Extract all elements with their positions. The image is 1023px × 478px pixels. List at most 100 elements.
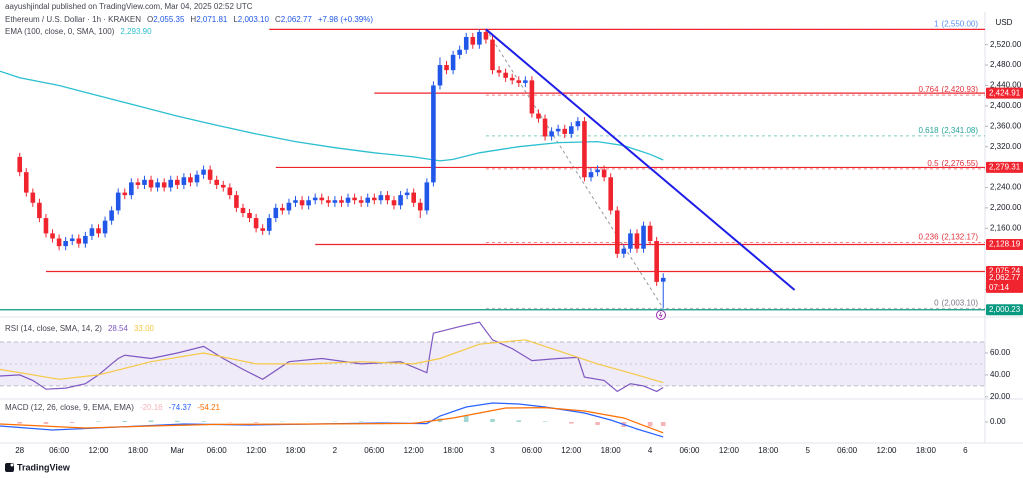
fib-label: 0.236 (2,132.17): [919, 233, 979, 242]
readout-key: H: [190, 15, 196, 24]
candle-body: [575, 121, 581, 127]
level-badge: [986, 239, 1023, 251]
histogram-bar: [69, 422, 75, 423]
candle-body: [470, 36, 476, 45]
candle-body: [89, 228, 95, 236]
x-tick-label: 18:00: [128, 446, 149, 455]
histogram-bar: [201, 421, 206, 422]
candle-body: [102, 220, 108, 234]
fib-label: 1 (2,550.00): [934, 19, 978, 28]
legend-value: 2,293.90: [120, 27, 152, 36]
y-tick-label: 2,360.00: [990, 121, 1022, 130]
candle-body: [496, 70, 502, 73]
candle-body: [621, 248, 627, 254]
legend-value: -74.37: [169, 403, 192, 412]
candle-body: [437, 65, 443, 86]
trend-line: [485, 28, 796, 291]
fib-label: 0.5 (2,276.55): [927, 159, 978, 168]
y-tick-label: 2,520.00: [990, 40, 1022, 49]
rsi-title: RSI (14, close, SMA, 14, 2) 28.54 33.00: [5, 324, 155, 333]
candle-body: [431, 85, 436, 183]
y-tick-label: 0.00: [990, 417, 1006, 426]
x-tick-label: 5: [805, 446, 810, 455]
candle-body: [385, 195, 390, 201]
candle-body: [523, 80, 528, 83]
candle-body: [614, 210, 620, 254]
x-tick-label: 18:00: [601, 446, 622, 455]
candle-body: [312, 197, 318, 201]
candle-body: [529, 80, 535, 114]
candle-body: [23, 172, 29, 193]
candle-body: [588, 172, 594, 178]
ema-line: [0, 70, 664, 162]
brand-logo: [5, 463, 14, 472]
x-tick-label: 18:00: [916, 446, 937, 455]
candle-body: [175, 179, 180, 185]
candle-body: [50, 233, 55, 239]
legend-value: -20.16: [140, 403, 163, 412]
ema-legend: EMA (100, close, 0, SMA, 100) 2,293.90: [5, 27, 152, 36]
candle-body: [129, 182, 134, 196]
x-tick-label: 06:00: [837, 446, 858, 455]
x-tick-label: 6: [963, 446, 968, 455]
legend-value: 28.54: [108, 324, 129, 333]
candle-body: [372, 197, 377, 201]
candle-body: [358, 200, 364, 203]
candle-body: [234, 195, 239, 208]
level-badge-label: 2,279.31: [989, 163, 1021, 172]
fib-ratio: 1: [934, 19, 939, 28]
histogram-bar: [542, 421, 548, 422]
candle-body: [96, 228, 101, 234]
title: Ethereum / U.S. Dollar · 1h · KRAKEN: [5, 15, 141, 24]
fib-label: 0.618 (2,341.08): [919, 126, 979, 135]
candle-body: [555, 128, 561, 132]
candle-body: [582, 121, 587, 178]
candle-body: [168, 179, 174, 188]
candle-body: [306, 200, 311, 206]
fib-price: (2,550.00): [942, 19, 979, 28]
level-badge-label: 2,075.24: [989, 267, 1021, 276]
candle-body: [654, 241, 659, 282]
macd-title: MACD (12, 26, close, 9, EMA, EMA) -20.16-…: [5, 403, 221, 412]
legend-value: -54.21: [197, 403, 220, 412]
x-tick-label: 06:00: [364, 446, 385, 455]
histogram-bar: [660, 422, 666, 427]
candle-body: [352, 197, 357, 201]
y-tick-label: 20.00: [990, 392, 1011, 401]
candle-body: [56, 238, 62, 247]
candle-body: [109, 210, 114, 221]
x-tick-label: 12:00: [719, 446, 740, 455]
candle-body: [280, 207, 285, 211]
candle-body: [647, 225, 653, 242]
fib-price: (2,276.55): [942, 159, 979, 168]
candle-body: [339, 200, 344, 203]
byline: aayushjindal published on TradingView.co…: [5, 2, 253, 11]
last-price-label: 2,062.77: [989, 273, 1021, 282]
candle-body: [417, 202, 423, 211]
histogram-bar: [17, 422, 22, 424]
y-tick-label: 40.00: [990, 370, 1011, 379]
candle-body: [293, 200, 298, 203]
readout-key: L: [233, 15, 238, 24]
fib-price: (2,132.17): [942, 233, 979, 242]
candle-body: [260, 228, 265, 231]
histogram-bar: [516, 420, 522, 422]
candle-body: [69, 238, 75, 242]
x-tick-label: 06:00: [49, 446, 70, 455]
candle-body: [391, 200, 397, 206]
x-tick-label: 18:00: [443, 446, 464, 455]
countdown-label: 07:14: [989, 283, 1010, 292]
readout-change: +7.98 (+0.39%): [318, 15, 373, 24]
candle-body: [503, 72, 508, 78]
candle-body: [450, 54, 456, 71]
candle-body: [569, 126, 574, 134]
candle-body: [247, 212, 252, 219]
candle-body: [542, 118, 548, 137]
histogram-bar: [463, 416, 469, 422]
y-tick-label: 2,200.00: [990, 203, 1022, 212]
readout-value: 2,003.10: [238, 15, 270, 24]
histogram-bar: [122, 421, 128, 422]
candle-body: [444, 65, 449, 71]
level-badge: [986, 87, 1023, 99]
